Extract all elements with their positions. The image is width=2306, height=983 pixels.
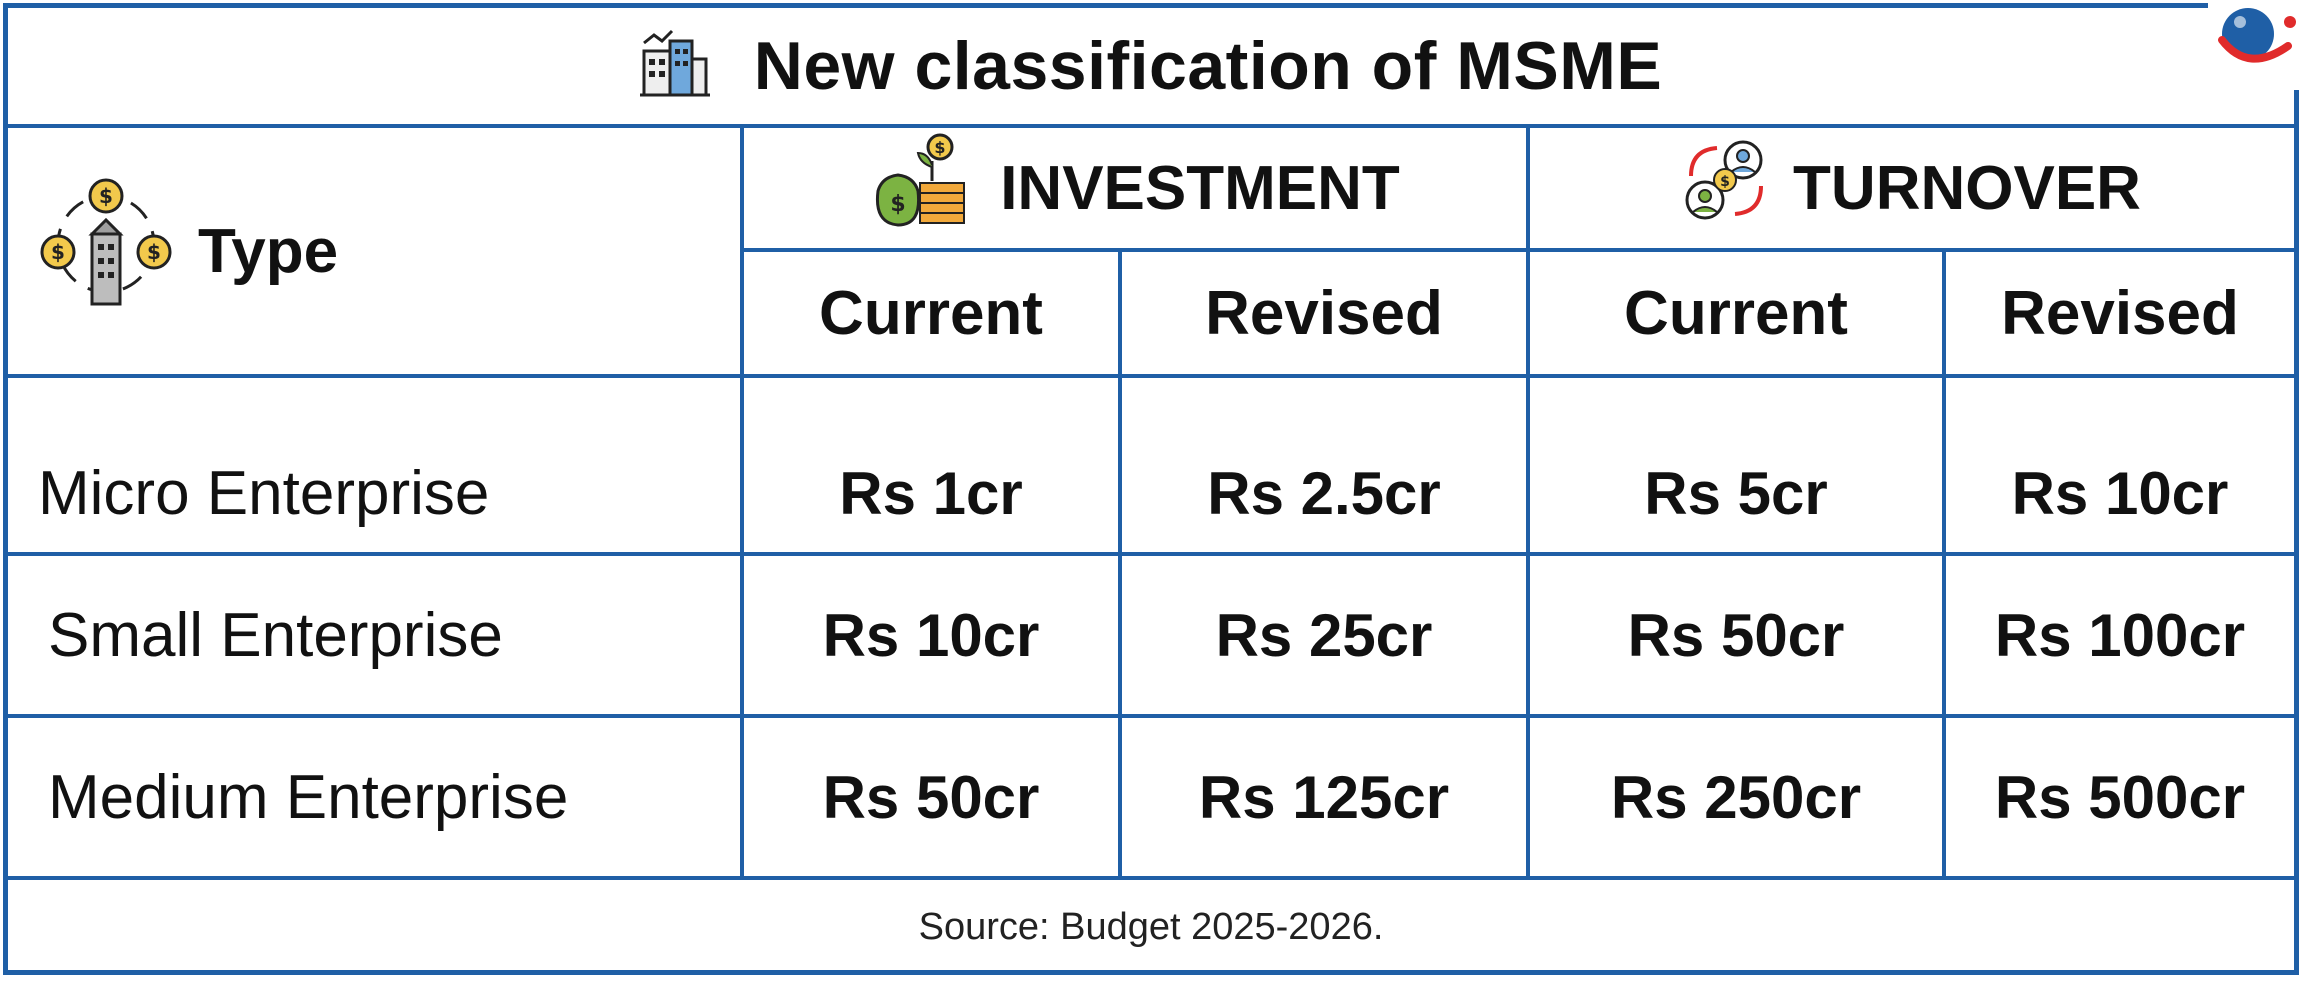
turnover-revised-header: Revised (2001, 278, 2239, 348)
table-cell: Rs 10cr (2011, 459, 2229, 527)
investment-current-header: Current (819, 278, 1043, 348)
city-buildings-icon (639, 29, 710, 104)
table-cell: Rs 1cr (839, 459, 1023, 527)
investment-header-cell: $ $ INVESTMENT (744, 128, 1526, 248)
turnover-current-header: Current (1624, 278, 1848, 348)
turnover-header-label: TURNOVER (1793, 153, 2141, 223)
investment-header-label: INVESTMENT (1000, 153, 1400, 223)
svg-text:$: $ (147, 240, 161, 264)
table-cell: Rs 250cr (1610, 763, 1862, 831)
people-exchange-icon: $ (1683, 138, 1769, 239)
svg-text:$: $ (99, 184, 113, 208)
table-divider (8, 552, 2294, 556)
table-divider (1118, 248, 1122, 878)
table-cell: Rs 50cr (822, 763, 1040, 831)
table-frame (3, 3, 2299, 975)
svg-text:$: $ (891, 192, 906, 217)
table-divider (740, 124, 744, 878)
table-divider (740, 248, 2294, 252)
page-title: New classification of MSME (753, 28, 1663, 104)
row-type-label: Micro Enterprise (38, 458, 490, 528)
title-row: New classification of MSME (8, 8, 2294, 124)
svg-text:$: $ (51, 240, 65, 264)
svg-text:$: $ (935, 138, 946, 157)
money-bag-coins-icon: $ $ (870, 131, 970, 246)
type-header-label: Type (198, 216, 339, 286)
row-type-label: Small Enterprise (48, 600, 503, 670)
table-cell: Rs 2.5cr (1207, 459, 1441, 527)
table-cell: Rs 100cr (1994, 601, 2246, 669)
building-money-icon: $ $ $ (38, 176, 174, 327)
row-type-label: Medium Enterprise (48, 762, 569, 832)
table-divider (8, 124, 2294, 128)
brand-logo-icon (2208, 0, 2306, 90)
table-cell: Rs 50cr (1627, 601, 1845, 669)
investment-revised-header: Revised (1205, 278, 1443, 348)
table-divider (8, 374, 2294, 378)
source-note: Source: Budget 2025-2026. (918, 905, 1384, 948)
table-cell: Rs 25cr (1215, 601, 1433, 669)
turnover-header-cell: $ TURNOVER (1530, 128, 2294, 248)
table-cell: Rs 5cr (1644, 459, 1828, 527)
table-cell: Rs 125cr (1198, 763, 1450, 831)
table-cell: Rs 500cr (1994, 763, 2246, 831)
table-cell: Rs 10cr (822, 601, 1040, 669)
table-divider (8, 714, 2294, 718)
table-divider (8, 876, 2294, 880)
type-header-cell: $ $ $ Type (8, 128, 740, 374)
svg-text:$: $ (1720, 174, 1730, 190)
table-divider (1526, 124, 1530, 878)
table-divider (1942, 248, 1946, 878)
